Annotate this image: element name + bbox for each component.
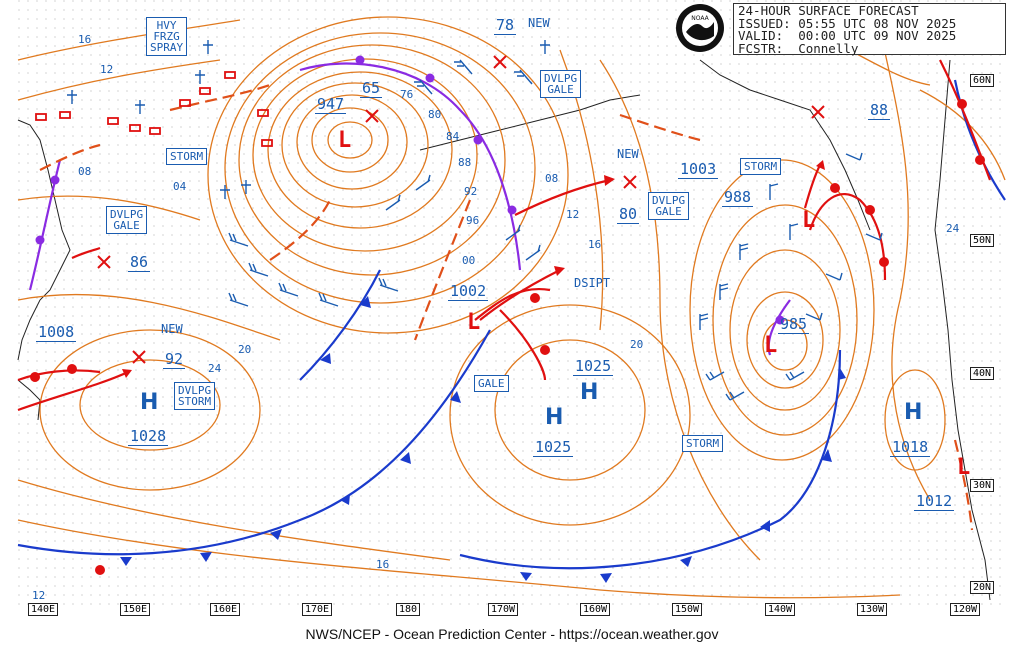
pressure-985: 985 (778, 315, 810, 334)
high-marker-1025b: H (545, 405, 564, 430)
isobar-label: 16 (376, 558, 390, 571)
map-background (18, 0, 1008, 605)
isobar-label: 24 (208, 362, 222, 375)
low-marker-947: L (338, 128, 352, 153)
storm-tracks (17, 164, 821, 412)
isobar-label: 08 (545, 172, 559, 185)
header-title: 24-HOUR SURFACE FORECAST (738, 3, 919, 18)
warning-dvlpg-gale-west: DVLPG GALE (106, 206, 148, 234)
warm-fronts (17, 59, 992, 382)
warning-storm-east: STORM (740, 158, 782, 175)
high-marker-1028: H (140, 390, 159, 415)
lat-label: 60N (970, 74, 995, 87)
isobar-label: 96 (466, 214, 480, 227)
forecast-value-80: 80 (617, 205, 640, 224)
isobar-label: 92 (464, 185, 478, 198)
warning-storm-west: STORM (166, 148, 208, 165)
header-issued: ISSUED: 05:55 UTC 08 NOV 2025 (738, 15, 957, 31)
lon-label: 140E (28, 603, 59, 616)
forecast-value-88: 88 (868, 101, 891, 120)
lon-label: 160E (210, 603, 241, 616)
new-label-central: NEW (617, 147, 639, 161)
isobar-label: 80 (428, 108, 442, 121)
coastline (17, 59, 991, 601)
warning-dvlpg-storm: DVLPG STORM (174, 382, 216, 410)
low-marker-1012: L (957, 455, 971, 480)
isobar-label: 04 (173, 180, 187, 193)
isobar-label: 20 (630, 338, 644, 351)
isobar-label: 88 (458, 156, 472, 169)
forecast-value-65: 65 (360, 79, 383, 98)
occluded-markers (35, 55, 785, 325)
pressure-1012: 1012 (914, 492, 955, 511)
isobar-label: 24 (946, 222, 960, 235)
pressure-1028: 1028 (128, 427, 169, 446)
isobar-label: 16 (588, 238, 602, 251)
pressure-1025b: 1025 (533, 438, 574, 457)
low-marker-988: L (802, 208, 816, 233)
pressure-1018: 1018 (890, 438, 931, 457)
low-marker-985: L (764, 333, 778, 358)
forecast-header: 24-HOUR SURFACE FORECAST ISSUED: 05:55 U… (733, 3, 1006, 55)
warm-front-semicircles (30, 99, 985, 575)
lat-label: 40N (970, 367, 995, 380)
storm-track-arrowheads (122, 160, 825, 378)
pressure-947: 947 (315, 95, 347, 114)
new-label-west: NEW (161, 322, 183, 336)
warning-storm-south: STORM (682, 435, 724, 452)
occluded-fronts (28, 62, 791, 356)
lon-label: 160W (580, 603, 611, 616)
cold-fronts (17, 79, 1006, 570)
low-center-markers (97, 55, 825, 364)
wind-barbs (228, 59, 883, 401)
lon-label: 170W (488, 603, 519, 616)
isobar-label: 84 (446, 130, 460, 143)
noaa-logo: NOAA (676, 4, 724, 52)
svg-text:NOAA: NOAA (691, 15, 709, 22)
cold-front-triangles (120, 296, 846, 583)
lon-label: 180 (396, 603, 421, 616)
high-marker-1018: H (904, 400, 923, 425)
header-valid: VALID: 00:00 UTC 09 NOV 2025 (738, 28, 957, 43)
pressure-1025a: 1025 (573, 357, 614, 376)
low-marker-1002: L (467, 310, 481, 335)
warning-hvy-frzg-spray: HVY FRZG SPRAY (146, 17, 188, 56)
forecast-value-86: 86 (128, 253, 151, 272)
pressure-988: 988 (722, 188, 754, 207)
pressure-1003: 1003 (678, 160, 719, 179)
isobar-label: 12 (566, 208, 580, 221)
troughs (39, 83, 974, 531)
freezing-spray-symbols (67, 40, 550, 199)
isobar-label: 76 (400, 88, 414, 101)
lon-label: 140W (765, 603, 796, 616)
warning-gale: GALE (474, 375, 509, 392)
isobar-label: 12 (100, 63, 114, 76)
forecast-value-78: 78 (494, 16, 517, 35)
isobars (17, 16, 1006, 599)
high-marker-1025a: H (580, 380, 599, 405)
isobar-label: 08 (78, 165, 92, 178)
dsipt-label: DSIPT (574, 276, 611, 290)
isobar-label: 20 (238, 343, 252, 356)
lat-label: 50N (970, 234, 995, 247)
warning-dvlpg-gale-central: DVLPG GALE (648, 192, 690, 220)
forecast-value-92: 92 (163, 350, 186, 369)
header-forecaster: FCSTR: Connelly (738, 40, 859, 56)
lat-label: 30N (970, 479, 995, 492)
pressure-1002: 1002 (448, 282, 489, 301)
lon-label: 150W (672, 603, 703, 616)
footer-credit: NWS/NCEP - Ocean Prediction Center - htt… (305, 626, 719, 642)
isobar-label: 00 (462, 254, 476, 267)
lon-label: 120W (950, 603, 981, 616)
lon-label: 170E (302, 603, 333, 616)
lon-label: 130W (857, 603, 888, 616)
ice-edge (35, 71, 273, 147)
lat-label: 20N (970, 581, 995, 594)
pressure-1008: 1008 (36, 323, 77, 342)
lon-label: 150E (120, 603, 151, 616)
isobar-label: 12 (32, 589, 46, 602)
new-label-north: NEW (528, 16, 550, 30)
isobar-label: 16 (78, 33, 92, 46)
warning-dvlpg-gale-north: DVLPG GALE (540, 70, 582, 98)
